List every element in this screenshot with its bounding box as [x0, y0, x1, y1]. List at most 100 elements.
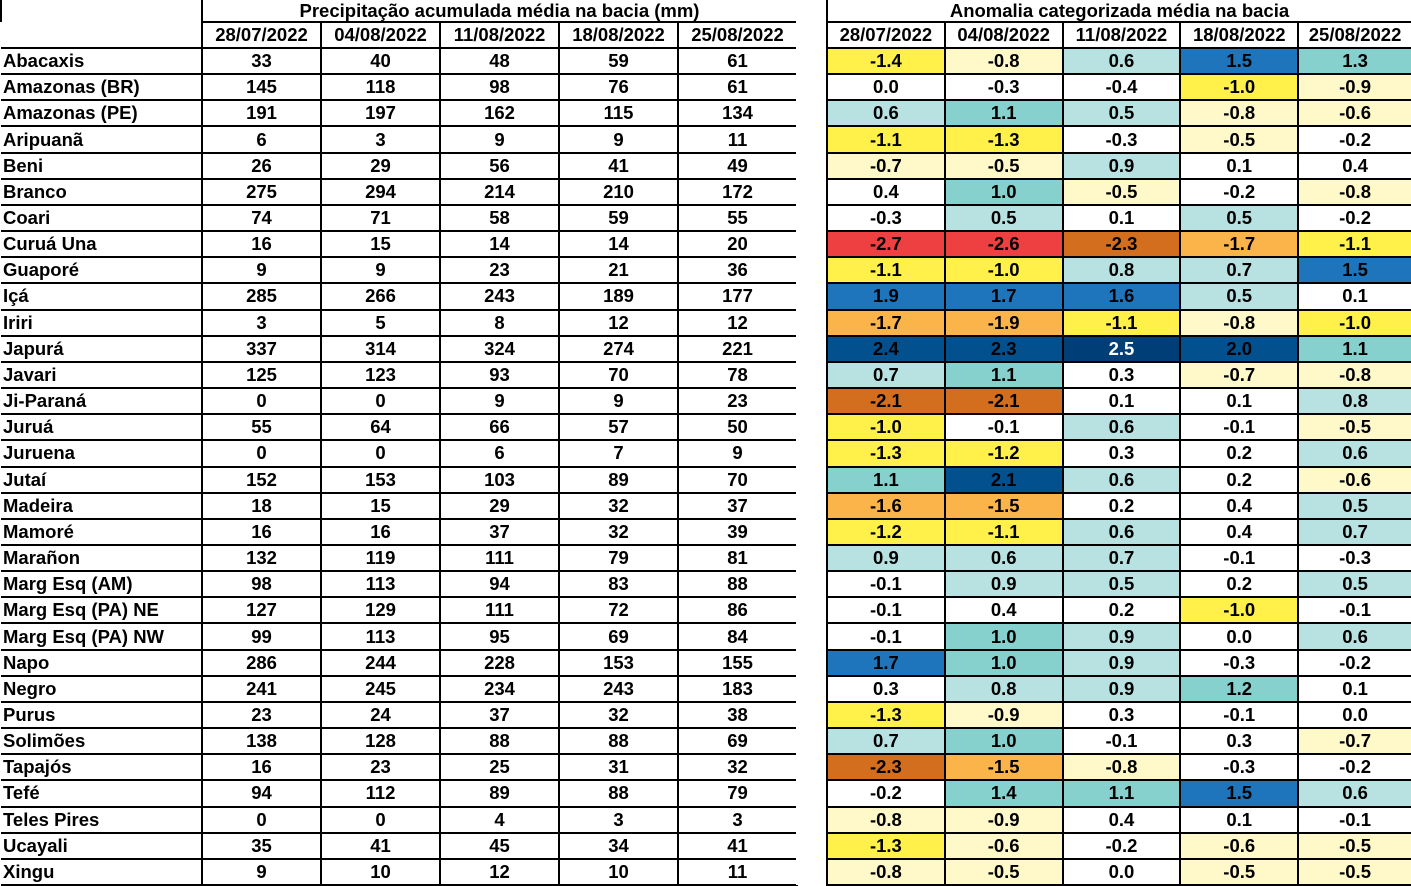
- precip-value: 337: [201, 335, 322, 363]
- precip-value: 12: [558, 309, 679, 337]
- anomaly-value: 0.4: [826, 178, 946, 206]
- precip-value: 9: [320, 257, 441, 285]
- anomaly-value: 1.1: [826, 466, 946, 494]
- precip-value: 37: [677, 492, 798, 520]
- basin-row: Japurá 337 314 324 274 221: [1, 335, 798, 363]
- precip-value: 50: [677, 414, 798, 442]
- precip-value: 183: [677, 675, 798, 703]
- basin-name: Amazonas (PE): [1, 100, 203, 128]
- basin-row: Içá 285 266 243 189 177: [1, 283, 798, 311]
- anomaly-value: 1.0: [943, 178, 1064, 206]
- precip-value: 59: [558, 48, 679, 76]
- anomaly-value: 0.9: [1061, 675, 1182, 703]
- anomaly-value: 1.5: [1297, 257, 1411, 285]
- anomaly-value: -0.3: [1179, 754, 1300, 782]
- precip-value: 197: [320, 100, 441, 128]
- basin-row: Juruena 0 0 6 7 9: [1, 440, 798, 468]
- anomaly-row: -1.4 -0.8 0.6 1.5 1.3: [826, 48, 1411, 76]
- anomaly-value: -0.3: [1179, 649, 1300, 677]
- anomaly-value: -0.6: [1297, 100, 1411, 128]
- anomaly-value: 1.1: [943, 100, 1064, 128]
- anomaly-value: -0.3: [1061, 126, 1182, 154]
- precip-value: 111: [439, 544, 560, 573]
- basin-name: Curuá Una: [1, 231, 203, 259]
- precip-value: 3: [558, 806, 679, 834]
- precip-value: 118: [320, 74, 441, 102]
- anomaly-value: -1.0: [1179, 597, 1300, 625]
- anomaly-value: 1.0: [943, 623, 1064, 651]
- anomaly-value: -0.5: [1297, 414, 1411, 442]
- anomaly-table-title: Anomalia categorizada média na bacia: [826, 0, 1411, 22]
- anomaly-row: -0.1 1.0 0.9 0.0 0.6: [826, 623, 1411, 651]
- anomaly-value: -0.1: [1179, 544, 1300, 573]
- precip-value: 70: [677, 466, 798, 494]
- anomaly-value: -1.0: [826, 414, 946, 442]
- precip-value: 9: [201, 257, 322, 285]
- precip-date-header: 18/08/2022: [558, 21, 679, 49]
- basin-name: Juruá: [1, 414, 203, 442]
- precip-value: 243: [558, 675, 679, 703]
- precip-value: 9: [201, 858, 322, 886]
- anomaly-value: 0.5: [1179, 283, 1300, 311]
- anomaly-value: -0.7: [826, 152, 946, 180]
- anomaly-value: 0.9: [1061, 649, 1182, 677]
- precip-value: 11: [677, 126, 798, 154]
- precip-value: 32: [677, 754, 798, 782]
- precip-value: 3: [320, 126, 441, 154]
- anomaly-value: -1.1: [826, 257, 946, 285]
- precip-value: 244: [320, 649, 441, 677]
- anomaly-table: Anomalia categorizada média na bacia 28/…: [826, 0, 1411, 886]
- anomaly-row: -0.3 0.5 0.1 0.5 -0.2: [826, 204, 1411, 233]
- precip-value: 79: [558, 544, 679, 573]
- anomaly-value: -0.6: [1297, 466, 1411, 494]
- basin-row: Ucayali 35 41 45 34 41: [1, 832, 798, 860]
- anomaly-value: 0.6: [1297, 780, 1411, 808]
- anomaly-value: -2.1: [943, 388, 1064, 416]
- basin-row: Negro 241 245 234 243 183: [1, 675, 798, 703]
- precip-value: 99: [201, 623, 322, 651]
- anomaly-value: 0.6: [1297, 440, 1411, 468]
- precip-value: 4: [439, 806, 560, 834]
- precip-value: 12: [439, 858, 560, 886]
- anomaly-value: -2.3: [826, 754, 946, 782]
- anomaly-value: 0.6: [1061, 518, 1182, 546]
- anomaly-value: -0.1: [1061, 728, 1182, 756]
- anomaly-value: -1.9: [943, 309, 1064, 337]
- precip-value: 95: [439, 623, 560, 651]
- precip-value: 162: [439, 100, 560, 128]
- anomaly-value: -1.7: [1179, 231, 1300, 259]
- precip-value: 12: [677, 309, 798, 337]
- anomaly-value: -0.3: [943, 74, 1064, 102]
- anomaly-value: 0.7: [1297, 518, 1411, 546]
- precip-value: 61: [677, 48, 798, 76]
- basin-row: Marg Esq (PA) NW 99 113 95 69 84: [1, 623, 798, 651]
- anomaly-value: 0.6: [1061, 414, 1182, 442]
- basin-name: Teles Pires: [1, 806, 203, 834]
- basin-name: Ucayali: [1, 832, 203, 860]
- anomaly-date-header: 25/08/2022: [1297, 21, 1411, 49]
- basin-name: Purus: [1, 701, 203, 730]
- anomaly-row: -0.7 -0.5 0.9 0.1 0.4: [826, 152, 1411, 180]
- precip-value: 7: [558, 440, 679, 468]
- basin-name: Marg Esq (PA) NW: [1, 623, 203, 651]
- basin-name: Marg Esq (PA) NE: [1, 597, 203, 625]
- anomaly-value: -0.5: [943, 152, 1064, 180]
- precip-value: 8: [439, 309, 560, 337]
- precip-value: 243: [439, 283, 560, 311]
- precip-value: 286: [201, 649, 322, 677]
- anomaly-row: 0.9 0.6 0.7 -0.1 -0.3: [826, 544, 1411, 573]
- precip-value: 228: [439, 649, 560, 677]
- precip-value: 16: [201, 231, 322, 259]
- precip-value: 23: [677, 388, 798, 416]
- anomaly-row: -0.2 1.4 1.1 1.5 0.6: [826, 780, 1411, 808]
- precip-value: 123: [320, 361, 441, 390]
- precip-value: 40: [320, 48, 441, 76]
- basin-row: Javari 125 123 93 70 78: [1, 361, 798, 390]
- anomaly-value: 1.1: [943, 361, 1064, 390]
- precip-value: 0: [201, 388, 322, 416]
- precip-value: 84: [677, 623, 798, 651]
- precip-value: 98: [439, 74, 560, 102]
- anomaly-value: 0.4: [1297, 152, 1411, 180]
- anomaly-row: -0.8 -0.9 0.4 0.1 -0.1: [826, 806, 1411, 834]
- anomaly-value: 1.7: [826, 649, 946, 677]
